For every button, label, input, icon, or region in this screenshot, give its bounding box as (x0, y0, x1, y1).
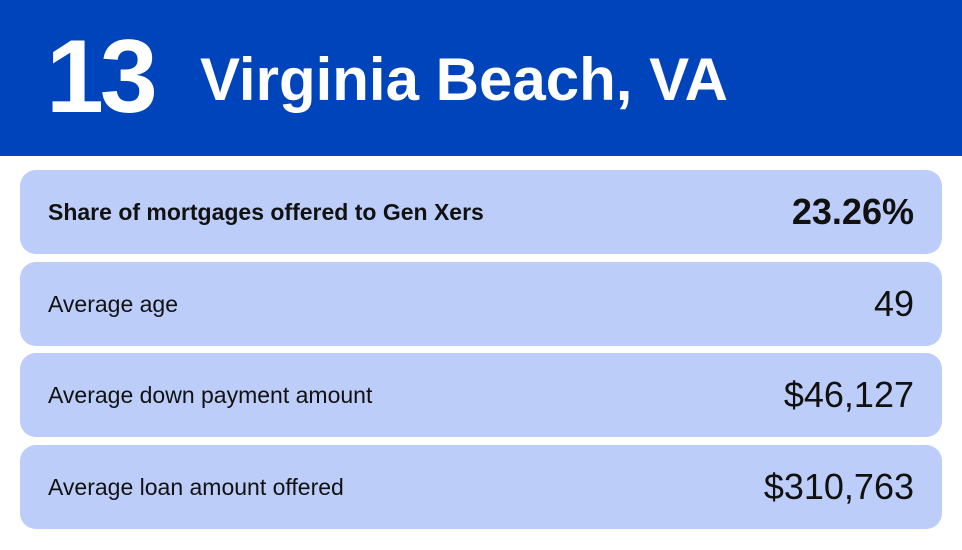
stat-row-gen-x-share: Share of mortgages offered to Gen Xers 2… (20, 170, 942, 254)
stat-row-loan-amount: Average loan amount offered $310,763 (20, 445, 942, 529)
stat-label: Average loan amount offered (48, 474, 344, 500)
stat-value: $310,763 (763, 466, 914, 507)
stat-label: Average age (48, 291, 179, 317)
stat-value: 23.26% (791, 191, 914, 232)
stat-value: 49 (873, 283, 914, 324)
stat-row-down-payment: Average down payment amount $46,127 (20, 353, 942, 437)
stat-label: Share of mortgages offered to Gen Xers (48, 199, 484, 225)
stat-label: Average down payment amount (48, 382, 373, 408)
stat-row-average-age: Average age 49 (20, 262, 942, 346)
city-title: Virginia Beach, VA (200, 46, 728, 113)
header-banner: 13 Virginia Beach, VA (0, 0, 962, 156)
rank-number: 13 (46, 19, 158, 135)
stat-value: $46,127 (783, 374, 914, 415)
